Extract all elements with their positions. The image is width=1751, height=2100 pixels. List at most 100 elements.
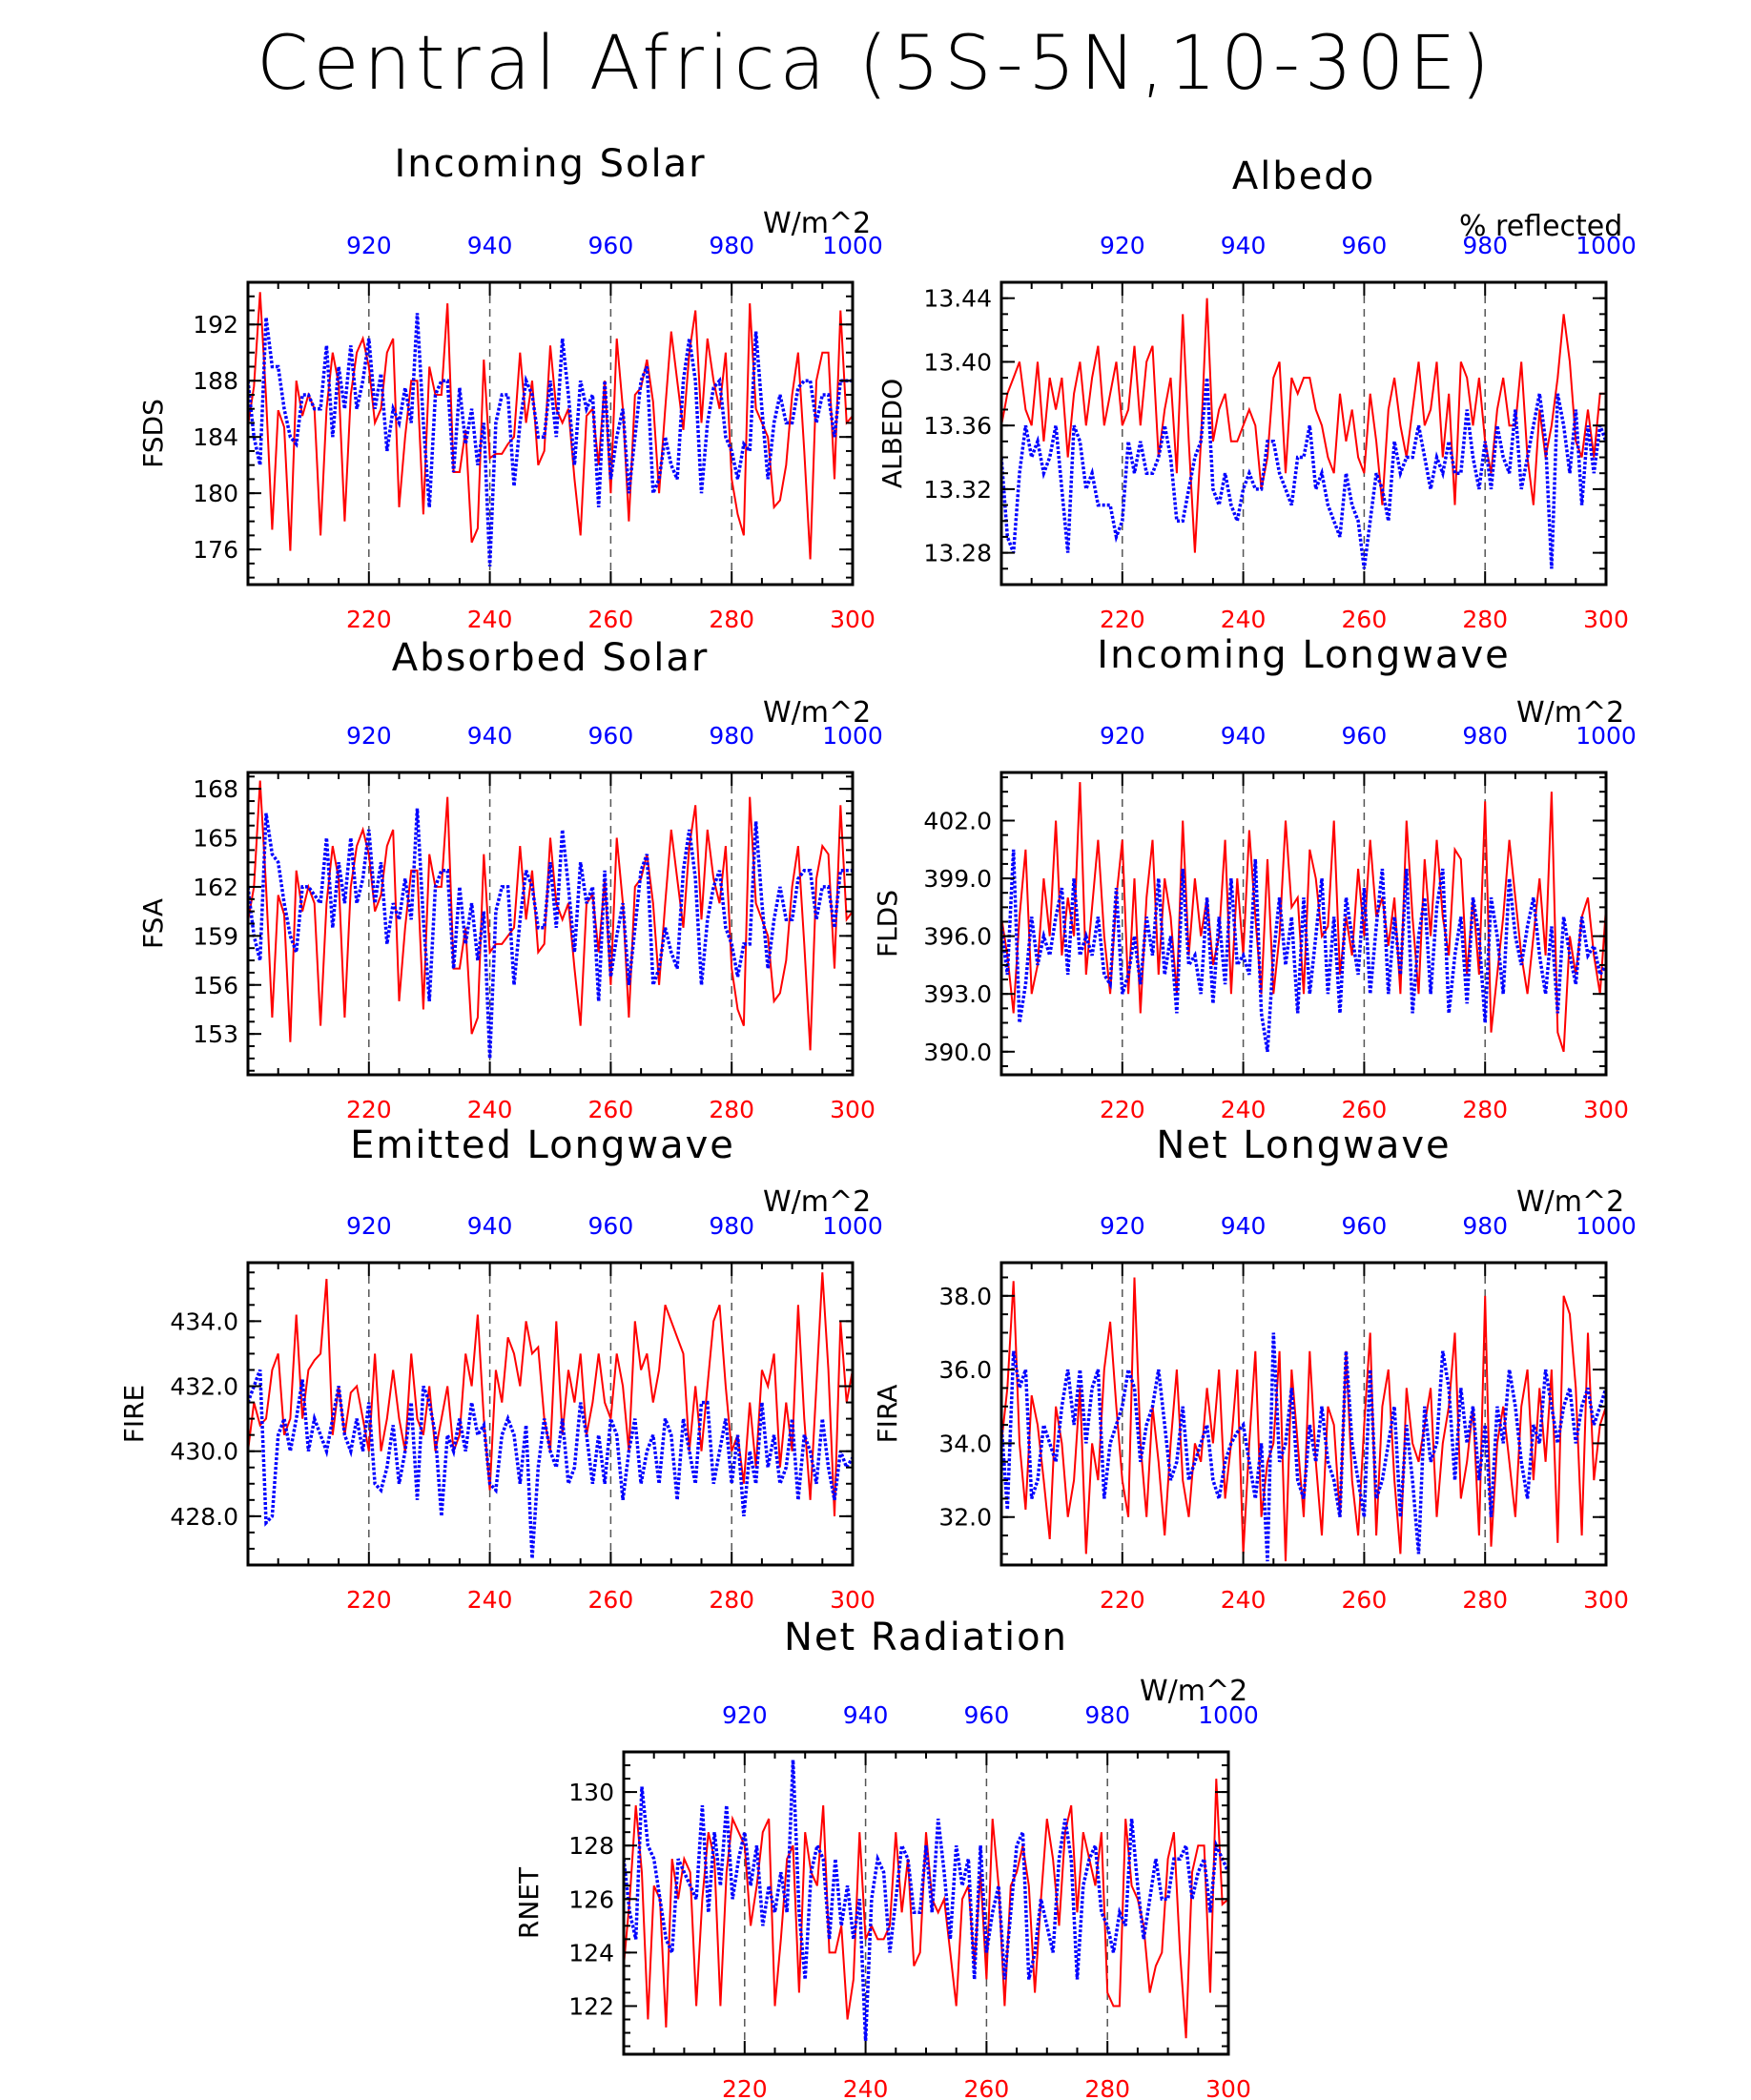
y-tick-label: 36.0 bbox=[938, 1356, 992, 1384]
x-tick-label: 280 bbox=[1084, 2075, 1130, 2100]
x2-tick-label: 960 bbox=[588, 232, 634, 259]
series-line-red bbox=[1001, 782, 1606, 1053]
x2-tick-label: 1000 bbox=[1576, 232, 1637, 259]
units-label: W/m^2 bbox=[763, 207, 871, 240]
x2-tick-label: 980 bbox=[709, 1212, 754, 1240]
x-tick-label: 300 bbox=[1583, 1096, 1629, 1123]
x-tick-label: 280 bbox=[709, 606, 754, 633]
panel-rnet: Net Radiation W/m^2 220 240 260 280 300 920 940 9… bbox=[513, 1616, 1259, 2100]
y-axis-label: FLDS bbox=[872, 890, 903, 957]
x2-tick-label: 980 bbox=[1462, 232, 1508, 259]
x2-tick-label: 920 bbox=[722, 1701, 768, 1729]
x-tick-label: 260 bbox=[1342, 606, 1388, 633]
series-line-red bbox=[624, 1779, 1228, 2039]
y-tick-label: 188 bbox=[193, 367, 238, 395]
y-tick-label: 428.0 bbox=[170, 1503, 238, 1531]
y-tick-label: 13.40 bbox=[923, 348, 992, 376]
x2-tick-label: 920 bbox=[346, 232, 392, 259]
series-line-blue bbox=[248, 808, 853, 1059]
x2-tick-label: 920 bbox=[346, 1212, 392, 1240]
y-tick-label: 32.0 bbox=[938, 1504, 992, 1532]
x-tick-label: 260 bbox=[588, 1096, 634, 1123]
panel-fira: Net Longwave W/m^2 220 240 260 280 300 920 940 96… bbox=[872, 1123, 1637, 1614]
y-tick-label: 168 bbox=[193, 775, 238, 803]
x2-tick-label: 980 bbox=[1462, 722, 1508, 750]
x2-tick-label: 960 bbox=[1342, 232, 1388, 259]
y-axis-label: FSA bbox=[137, 898, 169, 949]
units-label: % reflected bbox=[1459, 210, 1622, 243]
x-tick-label: 240 bbox=[1221, 1096, 1267, 1123]
x-tick-label: 260 bbox=[588, 606, 634, 633]
y-tick-label: 393.0 bbox=[923, 980, 992, 1008]
x-tick-label: 280 bbox=[709, 1096, 754, 1123]
y-tick-label: 159 bbox=[193, 922, 238, 950]
plot-frame bbox=[246, 280, 855, 587]
y-tick-label: 165 bbox=[193, 825, 238, 853]
panel-albedo: Albedo % reflected 220 240 260 280 300 920 940 96… bbox=[876, 154, 1637, 633]
x2-tick-label: 980 bbox=[1462, 1212, 1508, 1240]
y-tick-label: 192 bbox=[193, 311, 238, 339]
main-title: Central Africa (5S-5N,10-30E) bbox=[257, 21, 1494, 107]
x-tick-label: 300 bbox=[830, 1586, 876, 1614]
y-tick-label: 38.0 bbox=[938, 1283, 992, 1310]
x2-tick-label: 960 bbox=[588, 722, 634, 750]
panel-fsds: Incoming Solar W/m^2 220 240 260 280 300 920 940… bbox=[137, 142, 883, 633]
series-line-blue bbox=[248, 1369, 853, 1559]
x-tick-label: 220 bbox=[346, 1096, 392, 1123]
x-tick-label: 220 bbox=[346, 606, 392, 633]
panel-title: Incoming Solar bbox=[394, 142, 706, 186]
x-tick-label: 240 bbox=[1221, 1586, 1267, 1614]
y-tick-label: 156 bbox=[193, 972, 238, 999]
x2-tick-label: 980 bbox=[709, 722, 754, 750]
y-tick-label: 130 bbox=[568, 1779, 614, 1806]
y-axis-label: FIRE bbox=[118, 1385, 150, 1444]
y-tick-label: 434.0 bbox=[170, 1307, 238, 1335]
x2-tick-label: 1000 bbox=[1576, 1212, 1637, 1240]
x2-tick-label: 940 bbox=[467, 722, 513, 750]
y-tick-label: 13.28 bbox=[923, 540, 992, 567]
y-tick-label: 13.44 bbox=[923, 285, 992, 313]
panel-fsa: Absorbed Solar W/m^2 220 240 260 280 300 920 940… bbox=[137, 636, 883, 1123]
x2-tick-label: 940 bbox=[1221, 722, 1267, 750]
y-tick-label: 34.0 bbox=[938, 1430, 992, 1457]
x-tick-label: 220 bbox=[1100, 1096, 1145, 1123]
y-tick-label: 162 bbox=[193, 874, 238, 901]
x-tick-label: 220 bbox=[1100, 1586, 1145, 1614]
x-tick-label: 240 bbox=[843, 2075, 889, 2100]
units-label: W/m^2 bbox=[1516, 696, 1624, 730]
panel-title: Incoming Longwave bbox=[1097, 633, 1510, 677]
x-tick-label: 280 bbox=[1462, 606, 1508, 633]
x-tick-label: 260 bbox=[1342, 1586, 1388, 1614]
x-tick-label: 240 bbox=[467, 1586, 513, 1614]
series-line-blue bbox=[1001, 849, 1606, 1053]
series-line-blue bbox=[624, 1760, 1228, 2042]
x-tick-label: 300 bbox=[830, 606, 876, 633]
x2-tick-label: 920 bbox=[1100, 1212, 1145, 1240]
x2-tick-label: 1000 bbox=[822, 722, 883, 750]
x2-tick-label: 940 bbox=[467, 232, 513, 259]
x2-tick-label: 960 bbox=[588, 1212, 634, 1240]
y-axis-label: FIRA bbox=[872, 1385, 903, 1444]
y-axis-label: RNET bbox=[513, 1866, 545, 1939]
plot-frame bbox=[999, 280, 1608, 587]
panel-title: Emitted Longwave bbox=[350, 1123, 735, 1167]
x2-tick-label: 980 bbox=[1084, 1701, 1130, 1729]
x2-tick-label: 940 bbox=[1221, 1212, 1267, 1240]
x2-tick-label: 960 bbox=[1342, 1212, 1388, 1240]
x-tick-label: 260 bbox=[1342, 1096, 1388, 1123]
x2-tick-label: 940 bbox=[467, 1212, 513, 1240]
y-tick-label: 402.0 bbox=[923, 807, 992, 834]
x-tick-label: 300 bbox=[1583, 1586, 1629, 1614]
x-tick-label: 260 bbox=[964, 2075, 1010, 2100]
y-axis-label: FSDS bbox=[137, 399, 169, 468]
series-line-blue bbox=[1001, 377, 1606, 569]
y-tick-label: 153 bbox=[193, 1020, 238, 1048]
y-tick-label: 430.0 bbox=[170, 1438, 238, 1466]
x2-tick-label: 960 bbox=[1342, 722, 1388, 750]
units-label: W/m^2 bbox=[1516, 1185, 1624, 1219]
x2-tick-label: 1000 bbox=[822, 232, 883, 259]
x2-tick-label: 940 bbox=[843, 1701, 889, 1729]
series-line-red bbox=[1001, 298, 1606, 553]
x-tick-label: 240 bbox=[467, 1096, 513, 1123]
